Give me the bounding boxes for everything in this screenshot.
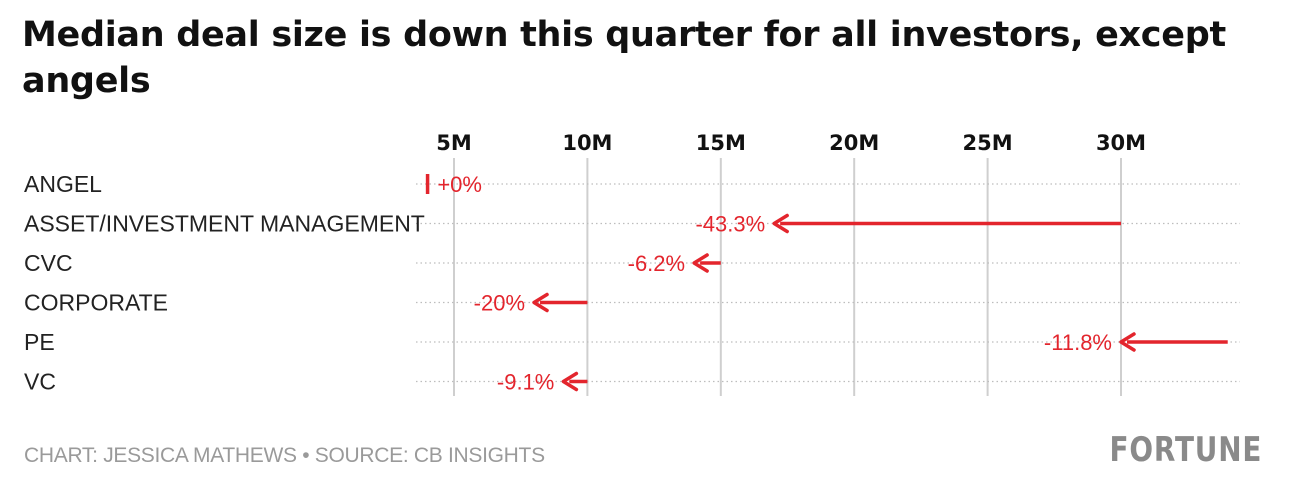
change-label: -11.8% [1044,330,1112,355]
category-label: PE [24,329,55,355]
fortune-logo: FORTUNE [1109,430,1262,470]
category-label: ANGEL [24,171,102,197]
x-tick-label: 5M [436,131,472,155]
x-tick-label: 10M [562,131,612,155]
category-label: VC [24,369,56,395]
no-change-marker [425,174,430,194]
x-tick-label: 25M [963,131,1013,155]
change-arrow-head [532,292,549,313]
change-label: -43.3% [695,212,765,237]
chart-credit: CHART: JESSICA MATHEWS • SOURCE: CB INSI… [24,444,545,467]
change-arrow-head [561,371,579,392]
change-label: -6.2% [628,251,685,276]
category-label: CORPORATE [24,290,168,316]
change-label: -20% [474,291,525,316]
x-tick-label: 30M [1096,131,1146,155]
change-arrow-head [772,213,789,234]
chart-title: Median deal size is down this quarter fo… [22,15,1226,101]
chart-area: 5M 10M 15M 20M 25M 30M ANGEL +0% ASSET/INVESTMEN… [24,131,1240,396]
change-label: +0% [437,172,482,197]
x-tick-label: 20M [829,131,879,155]
category-label: ASSET/INVESTMENT MANAGEMENT [24,211,425,237]
change-label: -9.1% [497,370,554,395]
x-tick-label: 15M [696,131,746,155]
category-label: CVC [24,250,73,276]
change-arrow-head [1119,332,1136,352]
change-arrow-head [692,253,709,273]
